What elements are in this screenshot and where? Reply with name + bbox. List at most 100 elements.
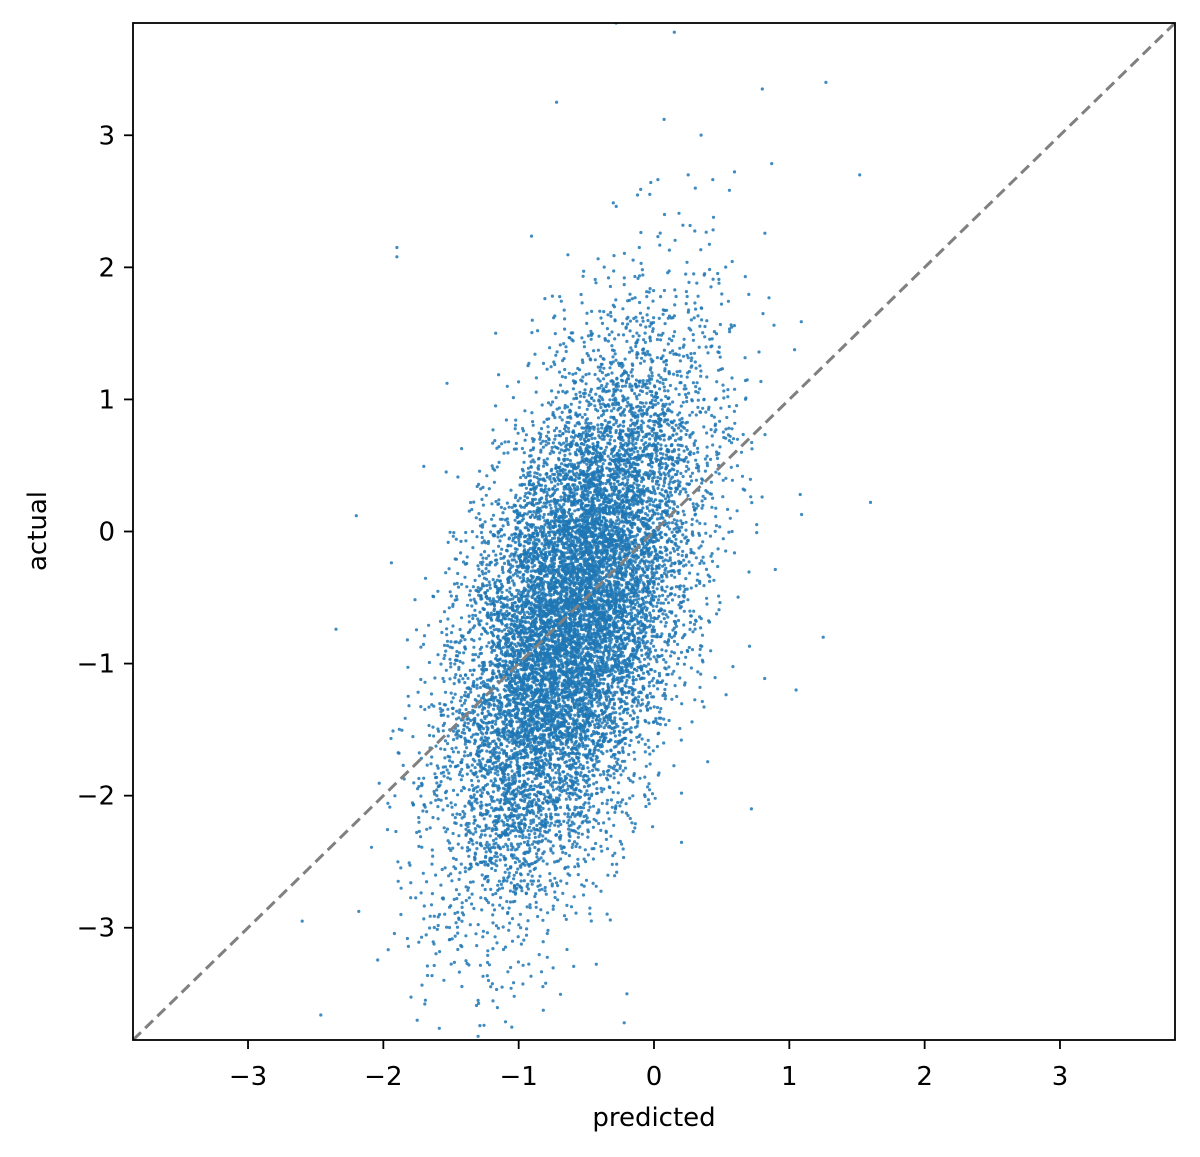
data-point [567,371,571,375]
data-point [452,582,457,586]
data-point [673,438,678,443]
data-point [519,942,524,946]
data-point [763,676,767,681]
data-point [757,350,761,354]
data-point [644,325,648,329]
data-point [672,669,676,673]
data-point [705,375,709,379]
data-point [527,836,531,840]
data-point [493,439,497,443]
data-point [456,750,460,754]
data-point [503,440,507,444]
data-point [696,294,700,298]
data-point [677,656,681,661]
data-point [567,430,571,434]
data-point [675,694,679,699]
data-point [517,540,521,544]
data-point [641,316,645,320]
data-point [599,422,604,426]
data-point [462,754,466,758]
data-point [459,539,463,544]
data-point [456,793,460,797]
data-point [519,842,523,846]
data-point [662,438,666,442]
data-point [698,653,702,657]
data-point [720,292,724,296]
data-point [668,490,673,494]
data-point [463,638,467,642]
data-point [406,694,410,698]
data-point [662,571,667,576]
data-point [490,517,494,521]
data-point [593,404,597,408]
data-point [492,842,496,846]
data-point [531,701,535,705]
data-point [405,638,409,642]
data-point [433,676,437,680]
data-point [535,852,539,856]
data-point [648,192,652,196]
data-point [591,804,596,808]
data-point [530,882,534,886]
data-point [629,738,633,743]
data-point [443,739,448,743]
data-point [376,958,380,962]
data-point [420,983,424,987]
data-point [472,815,476,819]
data-point [614,298,618,302]
data-point [663,609,667,613]
data-point [457,970,461,974]
data-point [713,529,717,534]
data-point [495,798,500,802]
data-point [501,524,505,528]
data-point [593,358,597,362]
data-point [488,814,492,818]
data-point [628,816,632,821]
data-point [460,712,465,716]
data-point [511,877,516,881]
data-point [472,500,476,504]
data-point [461,677,465,681]
data-point [622,251,627,255]
data-point [583,848,587,852]
data-point [431,725,435,729]
data-point [589,421,593,425]
data-point [502,709,506,714]
data-point [596,365,600,369]
data-point [698,521,702,526]
data-point [715,612,719,616]
data-point [638,311,643,315]
data-point [646,386,650,390]
data-point [557,687,561,691]
data-point [464,530,468,535]
data-point [450,879,454,883]
data-point [657,674,662,678]
data-point [599,414,604,418]
data-point [554,396,558,400]
data-point [516,935,520,939]
data-point [445,827,450,831]
data-point [657,614,661,619]
data-point [656,235,660,239]
data-point [429,801,433,805]
data-point [583,388,587,392]
data-point [637,695,641,699]
data-point [656,732,660,736]
data-point [524,892,528,896]
data-point [689,474,693,478]
data-point [571,372,575,376]
data-point [569,331,573,335]
data-point [439,662,443,666]
data-point [705,454,709,458]
data-point [551,904,555,908]
data-point [483,855,488,860]
data-point [459,823,463,828]
data-point [563,375,568,379]
data-point [670,573,674,578]
data-point [690,517,694,521]
data-point [643,742,647,747]
data-point [655,587,659,591]
data-point [494,553,498,557]
data-point [505,501,509,505]
data-point [559,495,563,499]
